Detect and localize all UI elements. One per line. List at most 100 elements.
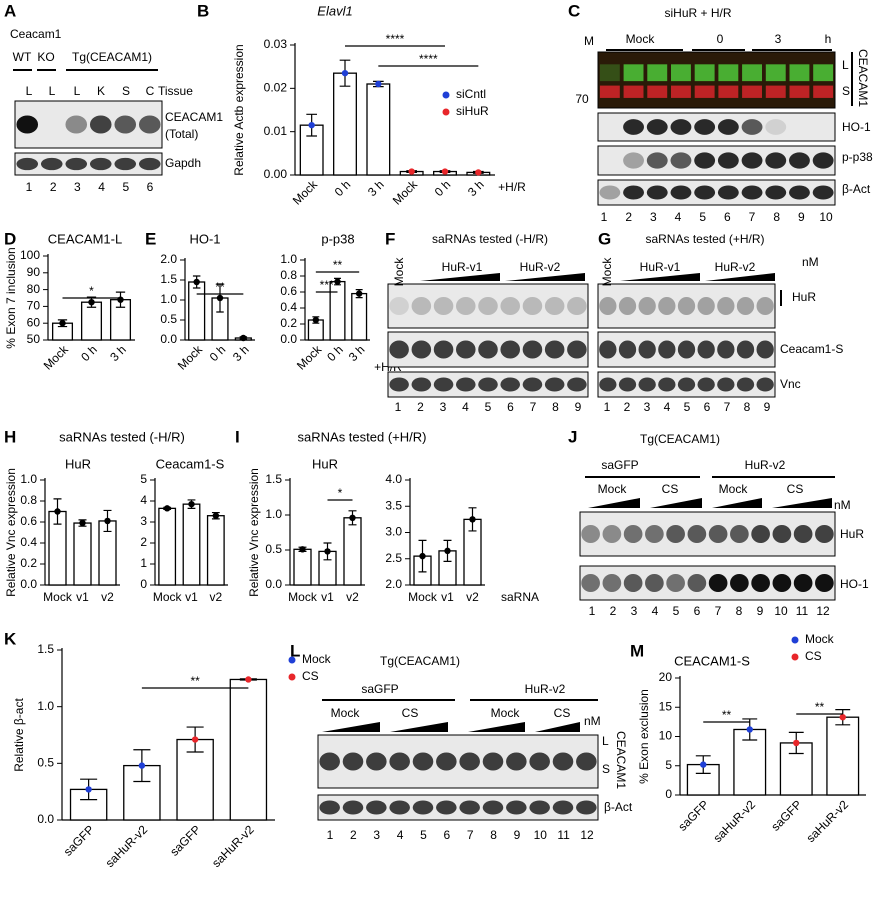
blot-label: S (842, 84, 850, 98)
blot-band (618, 340, 637, 359)
blot-band (16, 115, 39, 134)
y-tick-label: 70 (27, 299, 41, 313)
blot-label: nM (834, 498, 851, 512)
blot-band (567, 377, 587, 392)
lane-number: 2 (624, 400, 631, 414)
blot-label: L (74, 84, 81, 98)
x-tick-label: v2 (101, 590, 114, 604)
blot-band (666, 525, 685, 543)
y-tick-label: 15 (659, 699, 673, 713)
axis-note: saRNA (501, 590, 539, 604)
blot-band (65, 157, 88, 171)
bar (343, 517, 362, 586)
blot-label: CS (554, 706, 571, 720)
blot-label: siHuR + H/R (664, 6, 731, 20)
blot-band (697, 297, 715, 315)
chart-title: HuR (312, 456, 338, 471)
y-tick-label: 0.8 (20, 493, 37, 507)
panel-letter: K (4, 629, 17, 648)
blot-band (708, 525, 728, 543)
blot-label: C (146, 84, 155, 98)
y-tick-label: 0.2 (20, 556, 37, 570)
lane-number: 3 (440, 400, 447, 414)
blot-band (433, 297, 454, 315)
lane-number: 8 (552, 400, 559, 414)
x-tick-label: 3 h (365, 177, 387, 199)
blot-label: saGFP (601, 458, 638, 472)
blot-band (666, 574, 685, 592)
x-tick-label: saGFP (768, 797, 804, 833)
y-tick-label: 0 (140, 577, 147, 591)
blot-band (623, 64, 644, 82)
blot-label: β-Act (604, 800, 633, 814)
lane-number: 7 (715, 604, 722, 618)
blot-label: L (842, 58, 849, 72)
blot-band (645, 525, 664, 543)
y-tick-label: 3 (140, 514, 147, 528)
significance-label: **** (419, 52, 438, 66)
concentration-wedge (705, 273, 775, 281)
blot-band (718, 85, 739, 98)
blot-band (623, 525, 643, 543)
blot-band (40, 157, 63, 171)
data-dot (312, 316, 320, 324)
data-dot (469, 516, 476, 523)
blot-label: (Total) (165, 127, 198, 141)
blot-band (772, 525, 792, 543)
blot-band (138, 157, 161, 171)
x-tick-label: saHuR-v2 (710, 797, 758, 845)
blot-band (694, 119, 716, 135)
lane-number: 5 (684, 400, 691, 414)
blot-band (717, 119, 739, 135)
chart-title: Elavl1 (317, 3, 352, 18)
blot-band (789, 85, 810, 98)
lane-number: 2 (610, 604, 617, 618)
blot-band (544, 340, 565, 359)
lane-number: 9 (764, 400, 771, 414)
x-tick-label: saGFP (167, 822, 203, 858)
x-tick-label: Mock (288, 590, 318, 604)
data-dot (839, 713, 846, 721)
blot-band (411, 340, 432, 359)
blot-label: WT (13, 50, 32, 64)
blot-band (793, 525, 813, 543)
lane-number: 1 (604, 400, 611, 414)
panel-letter: H (4, 427, 16, 446)
blot-label: Mock (626, 32, 656, 46)
blot-band (647, 64, 668, 82)
blot-band (411, 377, 432, 392)
blot-band (529, 800, 550, 815)
lane-number: 3 (644, 400, 651, 414)
blot-band (765, 64, 786, 82)
blot-band (500, 340, 520, 359)
lane-number: 6 (147, 180, 154, 194)
lane-number: 4 (98, 180, 105, 194)
significance-label: **** (386, 32, 405, 46)
blot-band (708, 574, 728, 592)
blot-band (638, 297, 656, 315)
y-tick-label: 1.0 (265, 507, 282, 521)
blot-band (793, 574, 813, 592)
blot-band (506, 752, 527, 771)
blot-label: saGFP (361, 682, 398, 696)
blot-band (500, 377, 520, 392)
blot-label: CEACAM1 (614, 731, 628, 789)
lane-number: 9 (757, 604, 764, 618)
y-tick-label: 0.00 (264, 167, 288, 181)
blot-band (623, 119, 644, 135)
blot-label: K (97, 84, 105, 98)
blot-band (742, 85, 763, 98)
y-tick-label: 0.0 (265, 577, 282, 591)
lane-number: 1 (601, 210, 608, 224)
lane-number: 8 (736, 604, 743, 618)
data-dot (163, 505, 171, 512)
blot-band (459, 800, 480, 815)
y-tick-label: 2.5 (385, 551, 402, 565)
y-axis-label: Relative Actb expression (232, 44, 246, 175)
blot-band (623, 85, 644, 98)
lane-number: 7 (724, 400, 731, 414)
blot-band (736, 340, 755, 359)
blot-band (319, 752, 340, 771)
blot-label: Mock (600, 257, 614, 287)
y-tick-label: 2.0 (385, 577, 402, 591)
